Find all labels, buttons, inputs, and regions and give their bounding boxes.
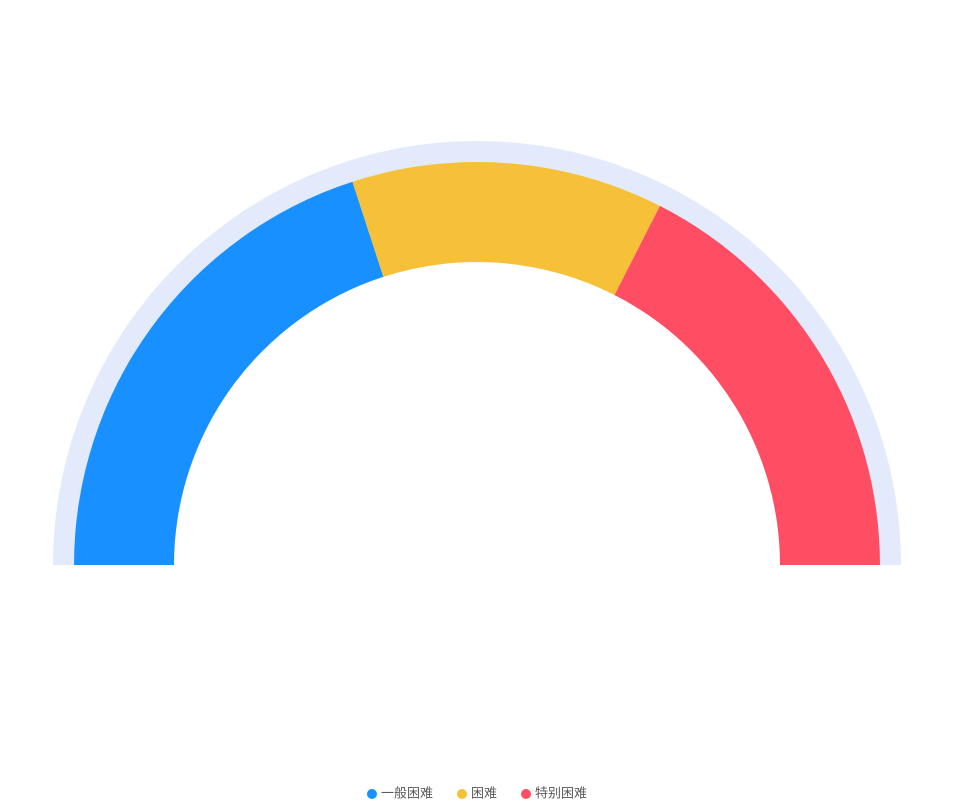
legend-marker — [456, 789, 467, 799]
pie-segment — [352, 162, 660, 296]
legend-label: 特别困难 — [535, 787, 587, 802]
pie-segment — [74, 181, 384, 565]
legend: 一般困难 困难 特别困难 — [366, 786, 587, 802]
legend-label: 困难 — [471, 787, 497, 802]
legend-marker — [521, 789, 532, 799]
legend-marker — [366, 789, 377, 799]
legend-label: 一般困难 — [381, 786, 433, 802]
pie-segment — [614, 205, 880, 565]
